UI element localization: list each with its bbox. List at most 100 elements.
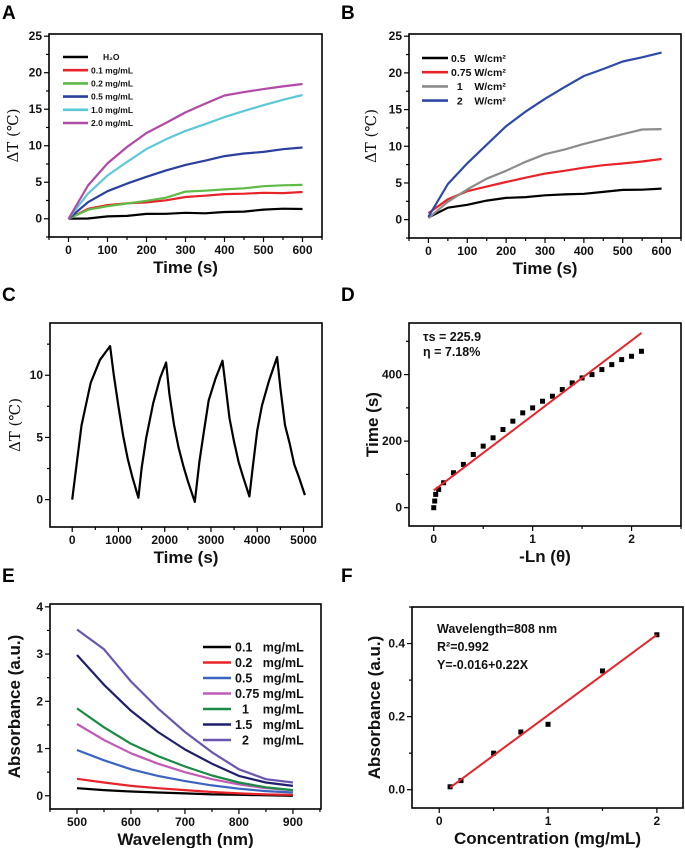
legend: 0.5 W/cm² 0.75 W/cm² 1 W/cm² 2 W/cm²	[422, 53, 506, 107]
series-line-0	[68, 207, 303, 220]
panel-e: E 500 600 700 800 900 0 1 2 3 4 Wavelength (nm) Abso…	[2, 566, 322, 848]
legend: H₂O 0.1 mg/mL 0.2 mg/mL 0.5 mg/mL 1.0 mg/mL 2…	[63, 52, 133, 128]
x-tick-label: 1000	[105, 533, 132, 547]
panel-letter: E	[2, 566, 15, 587]
x-tick-label: 2000	[151, 533, 178, 547]
panel-f: F 0 1 2 0.0 0.2 0.4 Concentration (mg/mL) Absorb…	[341, 566, 684, 848]
plot-frame	[408, 322, 682, 527]
legend-label: 1.0 mg/mL	[91, 105, 133, 115]
panel-a: A 0 100 200 300 400 500 600 0 5 10 15 20 25 Time (s) ΔT…	[2, 3, 323, 277]
plot-area	[427, 51, 662, 219]
y-tick-label: 4	[36, 600, 43, 614]
panel-letter: A	[2, 3, 16, 24]
panel-b: B 0 100 200 300 400 500 600 0 5 10 15 20 25 Time (s) ΔT…	[341, 3, 682, 278]
y-tick-label: 0	[35, 212, 42, 226]
data-point	[545, 721, 551, 727]
x-tick-label: 300	[175, 243, 195, 257]
x-tick-label: 400	[214, 243, 234, 257]
y-tick-label: 5	[36, 430, 43, 444]
legend-label: 0.5 mg/mL	[91, 92, 133, 102]
y-tick-label: 10	[30, 368, 44, 382]
x-tick-label: 600	[292, 243, 312, 257]
y-tick-label: 0.4	[388, 637, 405, 651]
panel-letter: C	[2, 285, 16, 306]
series-line-1	[76, 777, 293, 796]
legend-label: 0.1 mg/mL	[91, 65, 133, 75]
x-tick-label: 600	[652, 244, 672, 258]
series-line-1	[67, 190, 303, 220]
legend-label: 0.2 mg/mL	[235, 656, 304, 670]
y-tick-label: 2	[36, 694, 43, 708]
x-tick-label: 500	[67, 815, 87, 829]
data-point	[638, 348, 644, 354]
y-axis-title: Absorbance (a.u.)	[365, 636, 384, 780]
data-point	[629, 353, 635, 359]
legend-label: 1 mg/mL	[235, 703, 304, 717]
x-axis-title: Time (s)	[513, 259, 578, 278]
y-tick-label: 0	[36, 789, 43, 803]
data-point	[530, 405, 536, 411]
plot-frame	[411, 606, 684, 809]
data-point	[436, 486, 442, 492]
series-line-6	[76, 628, 294, 784]
y-tick-label: 10	[29, 139, 43, 153]
annotation-text: η = 7.18%	[423, 345, 480, 359]
x-tick-label: 100	[97, 243, 117, 257]
legend-label: 0.5 mg/mL	[235, 672, 304, 686]
legend-label: 0.75 W/cm²	[451, 67, 506, 79]
data-point	[451, 470, 457, 476]
x-tick-label: 0	[425, 244, 432, 258]
data-point	[490, 435, 496, 441]
x-tick-label: 600	[121, 815, 141, 829]
y-tick-label: 15	[389, 103, 403, 117]
data-point	[480, 443, 486, 449]
series-line-1	[427, 157, 662, 214]
series-line-4	[76, 707, 294, 792]
y-tick-label: 400	[382, 368, 402, 382]
plot-frame	[49, 322, 323, 528]
data-point	[599, 668, 605, 674]
y-tick-label: 0.2	[388, 710, 405, 724]
x-tick-label: 900	[283, 815, 303, 829]
x-tick-label: 100	[457, 244, 477, 258]
legend-label: 1 W/cm²	[451, 81, 506, 93]
y-tick-label: 5	[35, 175, 42, 189]
series-line-3	[427, 51, 662, 218]
x-axis-title: Time (s)	[154, 548, 219, 567]
series-line-2	[68, 183, 303, 220]
data-point	[500, 426, 506, 432]
x-tick-label: 500	[253, 243, 273, 257]
data-point	[609, 362, 615, 368]
annotation-text: Wavelength=808 nm	[437, 622, 557, 636]
data-point	[431, 505, 437, 511]
y-tick-label: 200	[382, 434, 402, 448]
y-tick-label: 0	[395, 501, 402, 515]
series-line-0	[427, 187, 662, 219]
fit-line	[433, 332, 643, 492]
series-line-2	[427, 128, 662, 219]
x-tick-label: 300	[535, 244, 555, 258]
legend-label: 0.5 W/cm²	[451, 53, 506, 65]
data-point	[470, 451, 476, 457]
series-line-4	[67, 93, 303, 220]
annotation-text: R²=0.992	[437, 640, 489, 654]
plot-area	[447, 632, 660, 790]
data-point	[589, 372, 595, 378]
data-point	[619, 357, 625, 363]
data-point	[491, 750, 497, 756]
y-tick-label: 20	[29, 66, 43, 80]
plot-area	[76, 628, 294, 797]
x-axis-title: -Ln (θ)	[519, 547, 571, 566]
x-tick-label: 5000	[290, 533, 317, 547]
x-axis-title: Concentration (mg/mL)	[454, 829, 641, 848]
fit-line	[449, 633, 658, 789]
x-tick-label: 400	[574, 244, 594, 258]
y-tick-label: 0	[36, 493, 43, 507]
x-axis-title: Wavelength (nm)	[117, 830, 253, 848]
x-tick-label: 2	[654, 814, 661, 828]
annotation-text: Y=-0.016+0.22X	[437, 658, 529, 672]
x-tick-label: 0	[69, 533, 76, 547]
y-tick-label: 3	[36, 647, 43, 661]
legend-label: 2 mg/mL	[235, 734, 304, 748]
